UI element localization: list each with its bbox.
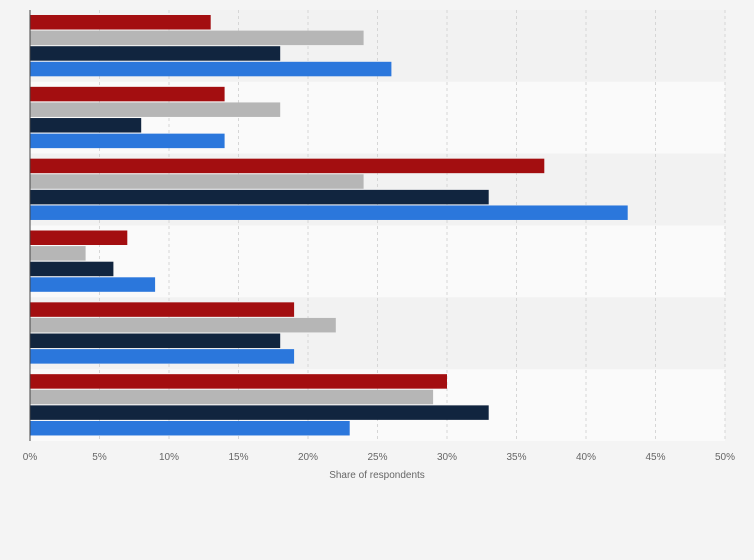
bar xyxy=(30,277,156,292)
x-tick-label: 15% xyxy=(228,452,248,463)
bar xyxy=(30,389,434,405)
x-tick-label: 5% xyxy=(92,452,107,463)
x-axis-title: Share of respondents xyxy=(329,470,425,481)
bar xyxy=(30,86,225,102)
bar xyxy=(30,205,628,220)
bar xyxy=(30,174,364,189)
bars xyxy=(30,15,628,436)
bar xyxy=(30,333,281,349)
x-tick-labels: 0% 5% 10% 15% 20% 25% 30% 35% 40% 45% 50% xyxy=(23,452,735,463)
bar xyxy=(30,405,489,420)
x-tick-label: 25% xyxy=(367,452,387,463)
bar xyxy=(30,374,447,389)
bar xyxy=(30,158,545,174)
bar xyxy=(30,261,114,277)
bar xyxy=(30,30,364,46)
bar xyxy=(30,102,281,117)
bar xyxy=(30,61,392,77)
bar xyxy=(30,302,295,317)
x-tick-label: 30% xyxy=(437,452,457,463)
bar xyxy=(30,317,336,333)
bar xyxy=(30,46,281,61)
bar xyxy=(30,230,128,245)
x-tick-label: 20% xyxy=(298,452,318,463)
bar xyxy=(30,420,350,436)
bar xyxy=(30,118,142,133)
x-tick-label: 35% xyxy=(506,452,526,463)
bar xyxy=(30,246,86,261)
x-tick-label: 0% xyxy=(23,452,38,463)
bar xyxy=(30,189,489,205)
bar xyxy=(30,15,211,30)
x-tick-label: 40% xyxy=(576,452,596,463)
bar xyxy=(30,133,225,149)
bar xyxy=(30,349,295,364)
x-tick-label: 10% xyxy=(159,452,179,463)
x-tick-label: 50% xyxy=(715,452,735,463)
x-tick-label: 45% xyxy=(645,452,665,463)
